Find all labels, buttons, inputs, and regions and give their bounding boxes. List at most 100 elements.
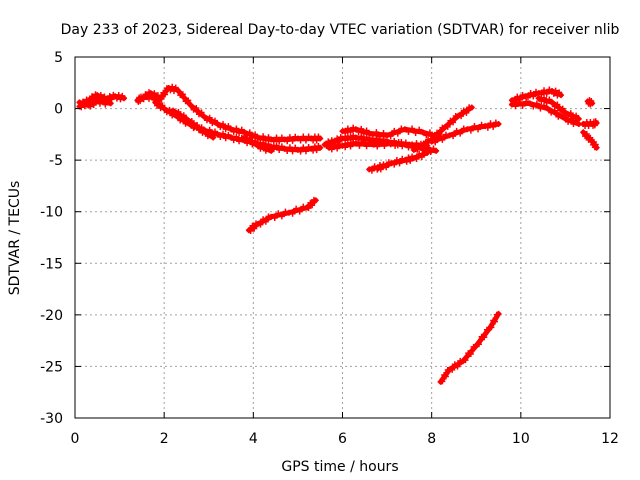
series-trace — [76, 98, 114, 108]
data-marker — [358, 125, 365, 132]
x-axis-label: GPS time / hours — [281, 459, 398, 475]
data-marker — [202, 127, 209, 134]
data-point — [384, 132, 391, 139]
data-marker — [313, 137, 320, 144]
series-arc-17 — [508, 86, 564, 105]
data-point — [170, 107, 177, 114]
data-marker — [381, 143, 388, 150]
series-trace — [536, 95, 582, 122]
data-marker — [102, 101, 109, 108]
data-marker — [403, 158, 410, 165]
data-marker — [567, 110, 574, 117]
data-marker — [334, 135, 341, 142]
data-marker — [80, 98, 87, 105]
data-marker — [523, 98, 530, 105]
data-marker — [271, 215, 278, 222]
data-marker — [252, 139, 259, 146]
series-arc-13 — [366, 161, 386, 174]
y-tick-label: -5 — [49, 153, 63, 169]
data-marker — [413, 156, 420, 163]
data-marker — [450, 119, 457, 126]
data-marker — [450, 133, 457, 140]
data-marker — [342, 129, 349, 136]
data-marker — [467, 350, 474, 357]
data-marker — [233, 133, 240, 140]
data-marker — [394, 130, 401, 137]
data-marker — [246, 135, 253, 142]
data-point — [401, 126, 408, 133]
y-tick-label: -10 — [40, 205, 63, 221]
x-tick-label: 10 — [512, 431, 530, 447]
data-marker — [363, 143, 370, 150]
data-marker — [360, 130, 367, 137]
data-marker — [442, 131, 449, 138]
data-point — [241, 129, 248, 136]
data-point — [495, 310, 502, 317]
data-marker — [300, 144, 307, 151]
series-arc-5 — [152, 99, 324, 155]
data-point — [121, 95, 128, 102]
data-point — [174, 87, 181, 94]
data-marker — [158, 96, 165, 103]
data-marker — [273, 134, 280, 141]
data-marker — [225, 123, 232, 130]
data-marker — [188, 118, 195, 125]
data-marker — [395, 139, 402, 146]
data-marker — [347, 143, 354, 150]
data-marker — [516, 99, 523, 106]
data-marker — [220, 121, 227, 128]
data-marker — [374, 166, 381, 173]
data-marker — [471, 122, 478, 129]
y-axis-label: SDTVAR / TECUs — [7, 181, 23, 296]
data-marker — [442, 373, 449, 380]
data-point — [544, 105, 551, 112]
data-marker — [414, 146, 421, 153]
data-marker — [391, 127, 398, 134]
data-marker — [230, 128, 237, 135]
data-marker — [96, 100, 103, 107]
data-point — [508, 101, 515, 108]
data-marker — [331, 141, 338, 148]
data-marker — [198, 109, 205, 116]
data-marker — [167, 87, 174, 94]
series-arc-14 — [410, 104, 475, 153]
data-marker — [356, 142, 363, 149]
data-point — [366, 136, 373, 143]
data-marker — [391, 161, 398, 168]
series-arc-12 — [375, 148, 431, 173]
data-point — [161, 105, 168, 112]
data-point — [464, 126, 471, 133]
data-point — [428, 138, 435, 145]
data-marker — [297, 137, 304, 144]
data-point — [406, 141, 413, 148]
data-marker — [179, 91, 186, 98]
x-tick-label: 0 — [71, 431, 80, 447]
data-marker — [592, 141, 599, 148]
data-marker — [99, 97, 106, 104]
series-trace — [170, 108, 216, 140]
data-marker — [305, 205, 312, 212]
data-marker — [387, 133, 394, 140]
data-marker — [439, 378, 446, 385]
data-marker — [543, 90, 550, 97]
series-arc-21 — [584, 97, 596, 108]
data-point — [468, 104, 475, 111]
data-marker — [233, 125, 240, 132]
data-marker — [457, 130, 464, 137]
data-marker — [273, 142, 280, 149]
data-point — [580, 129, 587, 136]
data-marker — [87, 103, 94, 110]
data-point — [183, 115, 190, 122]
series-arc-19 — [535, 94, 582, 122]
data-marker — [289, 148, 296, 155]
data-point — [370, 141, 377, 148]
data-marker — [463, 109, 470, 116]
data-marker — [555, 113, 562, 120]
data-marker — [282, 208, 289, 215]
series-arc-4 — [143, 83, 324, 145]
series-arc-10 — [326, 138, 431, 153]
data-marker — [344, 139, 351, 146]
data-marker — [550, 90, 557, 97]
data-marker — [276, 138, 283, 145]
